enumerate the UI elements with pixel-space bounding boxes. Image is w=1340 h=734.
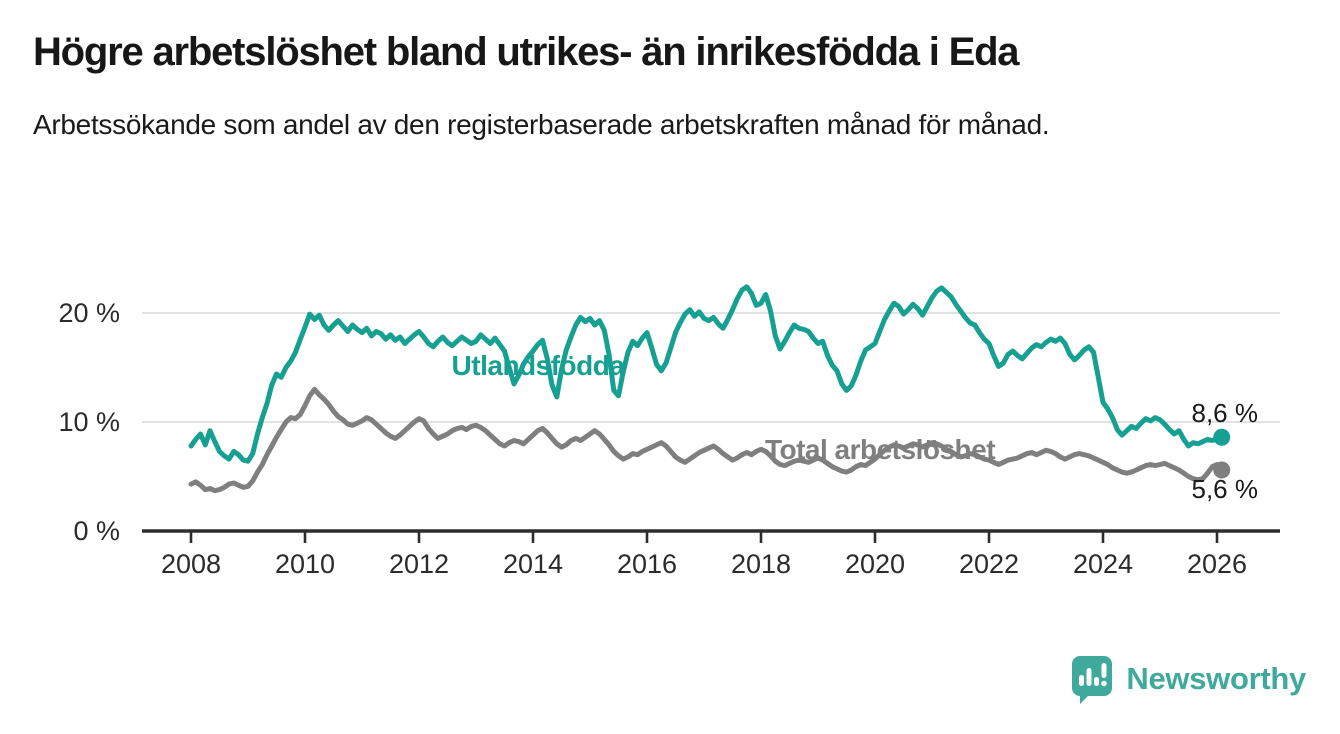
gridlines [142, 312, 1280, 423]
series-end-dot-utlandsfödda [1213, 428, 1231, 446]
series-line-total-arbetslöshet [188, 386, 1225, 494]
x-tick-label: 2016 [617, 549, 677, 579]
y-axis-tick-labels: 0 % 10 % 20 % [58, 298, 120, 546]
exclamation-dot [1101, 680, 1108, 687]
x-axis [142, 529, 1280, 543]
bar-2 [1086, 668, 1092, 686]
x-tick-label: 2020 [845, 549, 905, 579]
series-end-dot-total-arbetslöshet [1213, 461, 1231, 479]
bar-3 [1094, 677, 1100, 686]
series-label-utlandsfodda: Utlandsfödda [452, 350, 626, 381]
x-tick-label: 2026 [1187, 549, 1247, 579]
x-tick-label: 2024 [1073, 549, 1133, 579]
y-tick-label: 0 % [73, 516, 120, 546]
chart-subtitle: Arbetssökande som andel av den registerb… [33, 109, 1050, 140]
x-axis-tick-labels: 2008 2010 2012 2014 2016 2018 2020 2022 2024 2026 [161, 549, 1247, 579]
newsworthy-logo-icon [1072, 656, 1113, 704]
y-tick-label: 20 % [58, 298, 120, 328]
end-value-label-total: 5,6 % [1192, 474, 1259, 504]
exclamation-bar [1101, 663, 1107, 678]
series-line-utlandsfödda [188, 284, 1225, 464]
x-tick-label: 2012 [389, 549, 449, 579]
bar-1 [1079, 675, 1085, 686]
newsworthy-logo[interactable]: Newsworthy [1068, 654, 1306, 704]
speech-bubble-shape [1072, 656, 1113, 704]
x-tick-label: 2008 [161, 549, 221, 579]
x-tick-label: 2014 [503, 549, 563, 579]
header: Högre arbetslöshet bland utrikes- än inr… [33, 30, 1303, 147]
x-tick-label: 2022 [959, 549, 1019, 579]
series-lines [188, 284, 1231, 494]
newsworthy-logo-text: Newsworthy [1126, 661, 1306, 696]
series-label-total-arbetsloshet: Total arbetslöshet [765, 434, 995, 465]
x-tick-label: 2018 [731, 549, 791, 579]
end-value-label-utlandsfodda: 8,6 % [1192, 398, 1259, 428]
page-title: Högre arbetslöshet bland utrikes- än inr… [33, 30, 1020, 74]
x-tick-label: 2010 [275, 549, 335, 579]
y-tick-label: 10 % [58, 407, 120, 437]
